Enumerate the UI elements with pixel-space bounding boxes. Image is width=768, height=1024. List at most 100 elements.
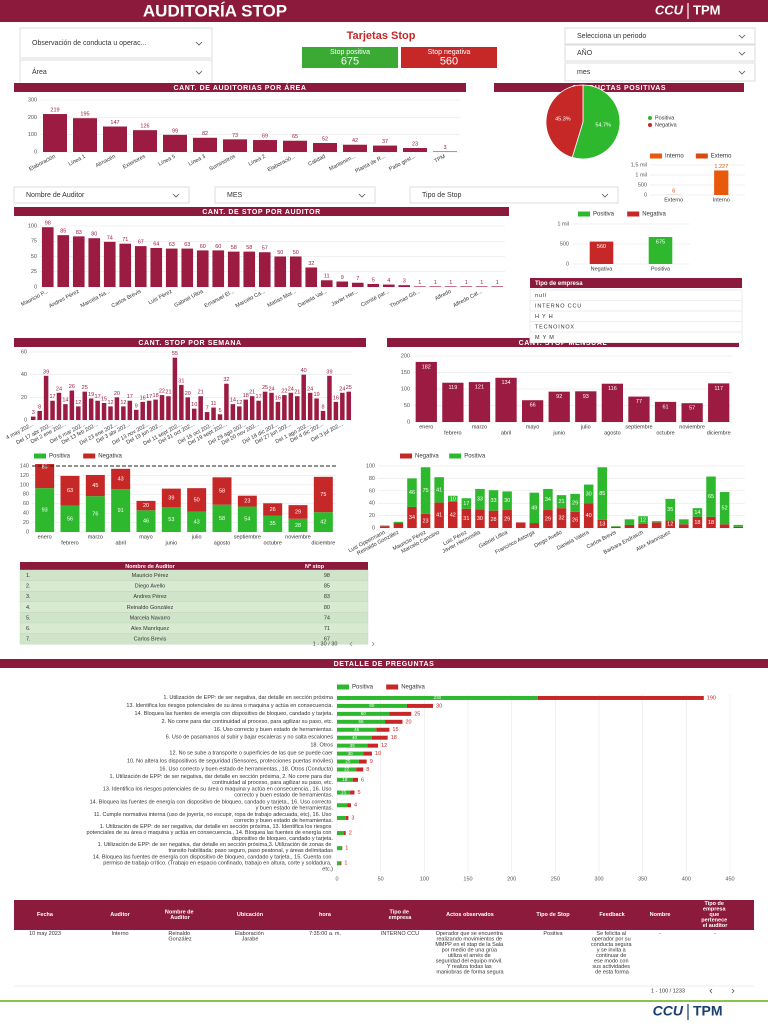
y-tick-label: 14. Bloquea las fuentes de energía con d… [90, 800, 334, 812]
data-label: 15 [341, 790, 347, 795]
bar-segment [448, 501, 458, 528]
bar-segment [356, 767, 364, 772]
x-tick-label: Daniela Val... [297, 289, 329, 310]
bar [150, 247, 163, 287]
data-label: 82 [202, 131, 208, 137]
x-tick-label: Elaboració... [267, 154, 297, 174]
legend-swatch [648, 116, 652, 120]
data-label: 43 [118, 476, 124, 482]
data-label: 25 [82, 385, 88, 391]
filter-box[interactable] [564, 27, 756, 45]
bar-segment [515, 522, 526, 528]
data-label: 35 [667, 507, 673, 513]
x-tick-label: marzo [472, 424, 487, 430]
y-tick-label: 200 [401, 353, 410, 359]
table-cell: Elaboración Jarabe [235, 931, 266, 943]
data-label: 2 [349, 831, 352, 837]
data-label: 80 [91, 232, 97, 238]
footer-logo-right: TPM [693, 1003, 723, 1019]
text-line: 14. Bloquea las fuentes de energía con d… [90, 800, 333, 806]
filter-box[interactable] [19, 59, 213, 85]
bar [336, 281, 349, 287]
filter-box[interactable] [564, 44, 756, 62]
data-label: 17 [49, 394, 55, 400]
bar [601, 383, 624, 422]
filter-box[interactable] [13, 186, 190, 204]
text-line: 10 may 2023 [29, 931, 61, 937]
y-tick-label: 1. Utilización de EPP: de ser negativa, … [110, 774, 334, 786]
data-label: 9 [341, 275, 344, 281]
bar-segment [313, 512, 333, 532]
filter-option[interactable] [529, 289, 743, 301]
bar-segment [583, 484, 594, 504]
bar-segment [337, 703, 407, 708]
data-label: 24 [56, 386, 62, 392]
data-label: 25 [414, 711, 420, 717]
bar-segment [345, 815, 349, 820]
bar-segment [60, 475, 80, 506]
x-tick-label: TPM [434, 154, 447, 165]
bar [495, 377, 517, 422]
kpi-card [302, 47, 398, 68]
bar-segment [733, 524, 743, 527]
filter-box[interactable] [564, 62, 756, 82]
bar [185, 397, 191, 420]
legend-swatch [449, 453, 462, 459]
y-tick-label: 0 [24, 417, 27, 423]
filter-label: mes [577, 69, 591, 76]
filter-option[interactable] [529, 331, 743, 343]
x-tick-label: Patio gest... [388, 154, 417, 173]
bar [256, 400, 261, 420]
bar [320, 280, 333, 287]
bar [274, 256, 287, 287]
pager-arrows[interactable] [709, 988, 735, 994]
y-tick-label: 100 [28, 223, 37, 229]
bar-segment [665, 520, 675, 528]
text-line: 14. Bloquea las fuentes de energía con d… [93, 855, 333, 861]
pager-arrows[interactable] [349, 641, 375, 647]
y-tick-label: 500 [638, 182, 647, 188]
x-tick-label: Alfredo Cat... [452, 289, 484, 310]
section-title-bar [0, 659, 768, 668]
bar-segment [393, 523, 404, 528]
data-label: 55 [172, 351, 178, 357]
filter-header [530, 278, 742, 288]
filter-box[interactable] [19, 27, 213, 59]
x-tick-label: octubre [656, 430, 674, 436]
legend-swatch [34, 453, 46, 459]
data-label: 52 [322, 136, 328, 142]
filter-option[interactable] [529, 310, 743, 322]
data-label: 63 [184, 242, 190, 248]
x-tick-label: noviembre [285, 534, 311, 540]
table-cell: Mauricio Pérez [132, 573, 169, 579]
bar [224, 383, 229, 420]
bar-segment [719, 524, 730, 528]
bar [57, 235, 70, 287]
bar-segment [475, 509, 485, 528]
data-label: 98 [45, 221, 51, 227]
bar-segment [212, 477, 232, 505]
y-tick-label: 140 [20, 463, 29, 469]
bar [475, 286, 488, 287]
table-header-label: Nombre de Auditor [125, 564, 175, 570]
data-label: 14 [230, 398, 236, 404]
x-tick-label: 0 [335, 876, 338, 882]
data-label: 33 [477, 497, 483, 503]
text-line: que [709, 912, 720, 918]
section-title-bar [14, 338, 366, 347]
x-tick-label: Mantenim... [328, 154, 357, 173]
text-line: transito habilitada: paso seguro, paso p… [169, 849, 334, 855]
table-row [19, 633, 369, 645]
bar [346, 391, 352, 420]
filter-box[interactable] [214, 186, 376, 204]
bar [305, 267, 318, 287]
data-label: 41 [436, 487, 442, 493]
data-label: 8 [321, 404, 324, 410]
table-cell: Interno [111, 931, 128, 937]
data-label: 25 [262, 385, 268, 391]
data-label: 31 [463, 516, 469, 522]
bar [119, 243, 132, 287]
bar [108, 406, 113, 420]
y-tick-label: 1. Utilización de EPP: de ser negativa, … [163, 695, 334, 701]
filter-box[interactable] [409, 186, 619, 204]
